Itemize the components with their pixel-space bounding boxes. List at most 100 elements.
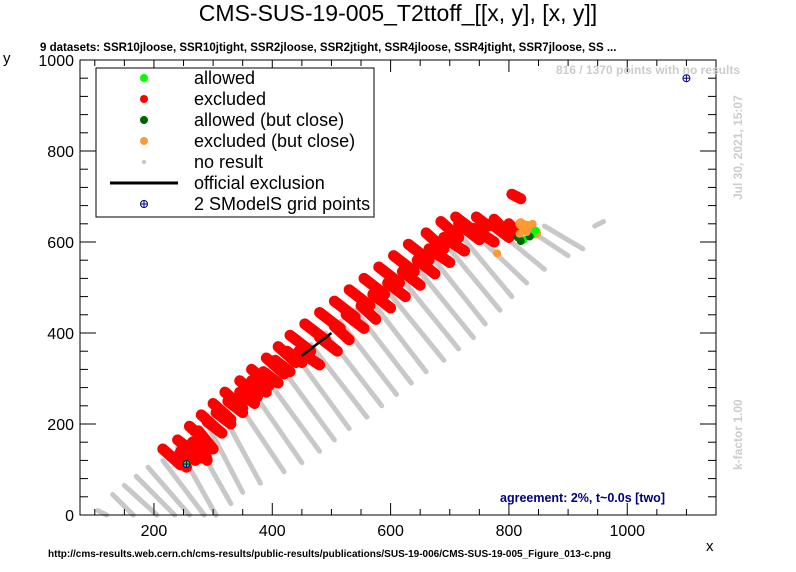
y-tick-label: 200 (47, 417, 74, 434)
no-result-band (145, 464, 192, 518)
legend-marker-excluded (140, 95, 148, 103)
legend-label-no-result: no result (194, 152, 263, 172)
y-tick-label: 600 (47, 235, 74, 252)
excluded-band (234, 386, 261, 410)
excluded-band (435, 216, 465, 243)
excluded-band (396, 266, 426, 291)
grid-points-layer (182, 74, 691, 469)
excluded-band (246, 375, 272, 398)
no-result-band (473, 232, 530, 286)
excluded-band (503, 218, 524, 239)
legend-label-grid-points: 2 SModelS grid points (194, 194, 370, 214)
datasets-subtitle: 9 datasets: SSR10jloose, SSR10jtight, SS… (40, 42, 617, 54)
excluded-band (175, 445, 201, 466)
no-result-band (121, 482, 160, 518)
excluded-close-point (493, 249, 502, 258)
excluded-band (450, 211, 476, 234)
no-result-band (541, 223, 586, 252)
x-tick-label: 1000 (609, 523, 645, 540)
excluded-band (314, 307, 346, 334)
official-exclusion-line (301, 332, 333, 357)
excluded-band (373, 261, 405, 289)
y-axis-label: y (3, 50, 11, 67)
source-url: http://cms-results.web.cern.ch/cms-resul… (48, 549, 611, 560)
legend-marker-grid-points (140, 200, 148, 208)
legend-label-allowed: allowed (194, 68, 255, 88)
no-result-band (411, 262, 476, 341)
y-tick-label: 800 (47, 144, 74, 161)
excluded-band (207, 398, 237, 425)
excluded-band (195, 409, 225, 437)
no-result-band (204, 421, 246, 495)
y-tick-label: 1000 (38, 53, 74, 70)
excluded-band (219, 386, 249, 414)
excluded-band (183, 420, 213, 448)
no-result-band (352, 307, 414, 386)
kfactor-note: k-factor 1.00 (731, 399, 745, 470)
excluded-band (260, 352, 290, 380)
excluded-band (382, 277, 411, 303)
excluded-band (272, 341, 302, 369)
legend-marker-allowed (140, 74, 148, 82)
axes-layer: 200 400 600 800 1000 0 200 400 600 800 1000 (38, 53, 717, 540)
y-tick-label: 0 (65, 508, 74, 525)
no-result-band (293, 353, 352, 432)
excluded-band (293, 345, 326, 371)
legend-label-allowed-close: allowed (but close) (194, 110, 344, 130)
x-tick-label: 200 (141, 523, 168, 540)
agreement-note: agreement: 2%, t~0.0s [two] (500, 491, 665, 505)
legend-marker-allowed-close (140, 116, 148, 124)
points-layer (182, 219, 540, 469)
no-result-band (278, 364, 337, 443)
excluded-band (358, 272, 391, 300)
excluded-band (234, 375, 263, 403)
no-result-band (263, 376, 323, 454)
no-result-band (382, 285, 447, 363)
plot-frame (79, 59, 717, 516)
no-result-band (592, 219, 607, 229)
excluded-band (438, 231, 471, 257)
no-result-layer (95, 219, 607, 518)
excluded-band (299, 318, 332, 346)
excluded-band (284, 329, 317, 357)
excluded-band (343, 284, 376, 312)
excluded-band (257, 366, 284, 389)
legend-marker-no-result (141, 159, 147, 165)
excluded-band (388, 250, 420, 278)
excluded-band (488, 213, 509, 234)
no-result-band (133, 473, 178, 518)
x-tick-label: 800 (496, 523, 523, 540)
no-result-band (456, 230, 515, 300)
no-result-band (110, 492, 136, 518)
excluded-band (467, 222, 500, 248)
excluded-band (402, 238, 435, 266)
x-tick-label: 600 (377, 523, 404, 540)
official-exclusion-layer (301, 332, 333, 357)
x-tick-label: 400 (259, 523, 286, 540)
excluded-band (423, 243, 456, 268)
y-tick-label: 400 (47, 326, 74, 343)
excluded-band (355, 300, 382, 325)
no-result-band (367, 296, 429, 375)
excluded-close-point (528, 219, 537, 228)
legend-label-excluded: excluded (194, 89, 266, 109)
smodels-grid-point (182, 460, 191, 469)
legend-label-excluded-close: excluded (but close) (194, 131, 355, 151)
excluded-close-point (519, 225, 528, 234)
no-result-band (441, 239, 503, 313)
legend-marker-excluded-close (140, 137, 148, 145)
excluded-band (506, 188, 527, 205)
excluded-band (172, 434, 201, 460)
excluded-band (367, 288, 397, 314)
x-axis-label: x (706, 538, 714, 555)
no-result-band (249, 387, 305, 466)
excluded-band (470, 211, 494, 232)
legend-label-official: official exclusion (194, 173, 325, 193)
no-result-band (396, 273, 462, 352)
excluded-band (246, 363, 275, 391)
chart-title: CMS-SUS-19-005_T2ttoff_[[x, y], [x, y]] (198, 0, 598, 26)
no-result-band (95, 507, 110, 518)
